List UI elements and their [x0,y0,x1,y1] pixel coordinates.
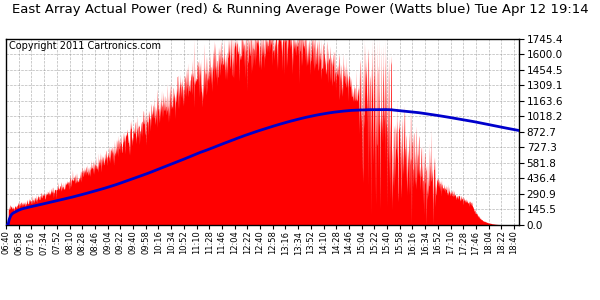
Text: Copyright 2011 Cartronics.com: Copyright 2011 Cartronics.com [8,41,161,51]
Text: East Array Actual Power (red) & Running Average Power (Watts blue) Tue Apr 12 19: East Array Actual Power (red) & Running … [11,3,589,16]
